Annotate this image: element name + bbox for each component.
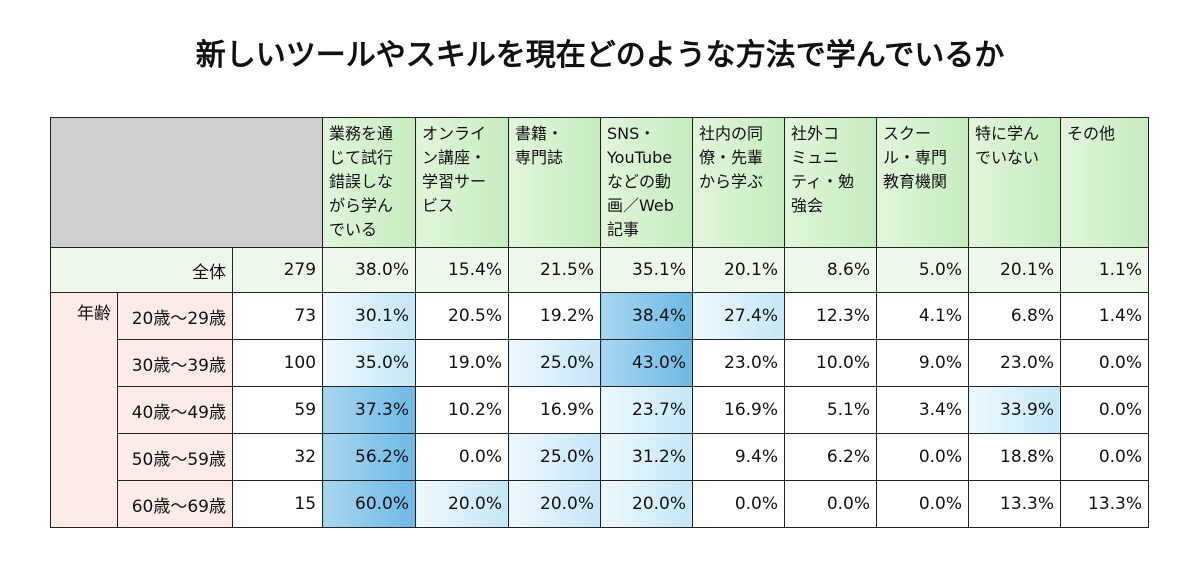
results-table: 業務を通 じて試行 錯誤しな がら学ん でいる オンライ ン講座・ 学習サー ビス…: [49, 117, 1150, 528]
value-cell: 31.2%: [600, 433, 694, 481]
value-cell: 37.3%: [322, 386, 417, 434]
value-cell: 0.0%: [692, 480, 786, 528]
value-cell: 20.1%: [968, 247, 1062, 293]
value-cell: 20.0%: [508, 480, 602, 528]
sample-size: 32: [231, 433, 324, 481]
table-row: 60歳～69歳 15 60.0% 20.0% 20.0% 20.0% 0.0% 0.0% 0.0…: [51, 480, 1150, 528]
value-cell: 20.5%: [415, 292, 510, 340]
value-cell: 15.4%: [415, 247, 510, 293]
value-cell: 5.1%: [784, 386, 878, 434]
value-cell: 19.0%: [415, 339, 510, 387]
row-label: 40歳～49歳: [117, 386, 233, 434]
value-cell: 12.3%: [784, 292, 878, 340]
value-cell: 43.0%: [600, 339, 694, 387]
column-header: 特に学ん でいない: [968, 117, 1062, 248]
value-cell: 30.1%: [322, 292, 417, 340]
header-row: 業務を通 じて試行 錯誤しな がら学ん でいる オンライ ン講座・ 学習サー ビス…: [49, 117, 1150, 248]
table-row: 50歳～59歳 32 56.2% 0.0% 25.0% 31.2% 9.4% 6.2% 0.0%…: [51, 433, 1150, 481]
value-cell: 0.0%: [784, 480, 878, 528]
column-header: 書籍・ 専門誌: [508, 117, 602, 248]
column-header: 業務を通 じて試行 錯誤しな がら学ん でいる: [322, 117, 417, 248]
value-cell: 4.1%: [876, 292, 970, 340]
value-cell: 1.4%: [1060, 292, 1150, 340]
sample-size: 59: [231, 386, 324, 434]
row-label: 20歳～29歳: [117, 292, 233, 340]
table-row: 30歳～39歳 100 35.0% 19.0% 25.0% 43.0% 23.0% 10.0%…: [51, 339, 1150, 387]
value-cell: 20.1%: [692, 247, 786, 293]
value-cell: 33.9%: [968, 386, 1062, 434]
value-cell: 10.0%: [784, 339, 878, 387]
value-cell: 23.0%: [968, 339, 1062, 387]
value-cell: 21.5%: [508, 247, 602, 293]
column-header: 社外コ ミュニ ティ・勉 強会: [784, 117, 878, 248]
value-cell: 23.7%: [600, 386, 694, 434]
value-cell: 6.2%: [784, 433, 878, 481]
value-cell: 5.0%: [876, 247, 970, 293]
value-cell: 38.4%: [600, 292, 694, 340]
row-label: 60歳～69歳: [117, 480, 233, 528]
value-cell: 16.9%: [508, 386, 602, 434]
row-label: 50歳～59歳: [117, 433, 233, 481]
value-cell: 19.2%: [508, 292, 602, 340]
page-title: 新しいツールやスキルを現在どのような方法で学んでいるか: [195, 38, 1005, 73]
value-cell: 0.0%: [876, 480, 970, 528]
value-cell: 0.0%: [415, 433, 510, 481]
value-cell: 0.0%: [876, 433, 970, 481]
column-header: その他: [1060, 117, 1150, 248]
column-header: 社内の同 僚・先輩 から学ぶ: [692, 117, 786, 248]
column-header: オンライ ン講座・ 学習サー ビス: [415, 117, 510, 248]
value-cell: 0.0%: [1060, 386, 1150, 434]
value-cell: 20.0%: [415, 480, 510, 528]
value-cell: 60.0%: [322, 480, 417, 528]
table-row: 40歳～49歳 59 37.3% 10.2% 16.9% 23.7% 16.9% 5.1% 3.…: [51, 386, 1150, 434]
column-header: SNS・ YouTube などの動 画／Web 記事: [600, 117, 694, 248]
value-cell: 1.1%: [1060, 247, 1150, 293]
value-cell: 3.4%: [876, 386, 970, 434]
value-cell: 35.1%: [600, 247, 694, 293]
value-cell: 56.2%: [322, 433, 417, 481]
row-label: 全体: [50, 247, 233, 293]
value-cell: 25.0%: [508, 339, 602, 387]
value-cell: 20.0%: [600, 480, 694, 528]
sample-size: 100: [231, 339, 324, 387]
value-cell: 0.0%: [1060, 339, 1150, 387]
value-cell: 18.8%: [968, 433, 1062, 481]
header-corner: [49, 117, 324, 248]
value-cell: 27.4%: [692, 292, 786, 340]
group-label: 年齢: [50, 292, 118, 528]
value-cell: 25.0%: [508, 433, 602, 481]
sample-size: 73: [231, 292, 324, 340]
sample-size: 279: [231, 247, 324, 293]
sample-size: 15: [231, 480, 324, 528]
value-cell: 23.0%: [692, 339, 786, 387]
value-cell: 35.0%: [322, 339, 417, 387]
value-cell: 13.3%: [1060, 480, 1150, 528]
table-row: 年齢 20歳～29歳 73 30.1% 20.5% 19.2% 38.4% 27.4% 12.3…: [50, 292, 1150, 528]
value-cell: 10.2%: [415, 386, 510, 434]
value-cell: 8.6%: [784, 247, 878, 293]
value-cell: 38.0%: [322, 247, 417, 293]
column-header: スクー ル・専門 教育機関: [876, 117, 970, 248]
value-cell: 9.4%: [692, 433, 786, 481]
value-cell: 16.9%: [692, 386, 786, 434]
table-row-total: 全体 279 38.0% 15.4% 21.5% 35.1% 20.1% 8.6% 5.0% 20…: [50, 247, 1150, 293]
value-cell: 13.3%: [968, 480, 1062, 528]
value-cell: 9.0%: [876, 339, 970, 387]
value-cell: 0.0%: [1060, 433, 1150, 481]
row-label: 30歳～39歳: [117, 339, 233, 387]
value-cell: 6.8%: [968, 292, 1062, 340]
